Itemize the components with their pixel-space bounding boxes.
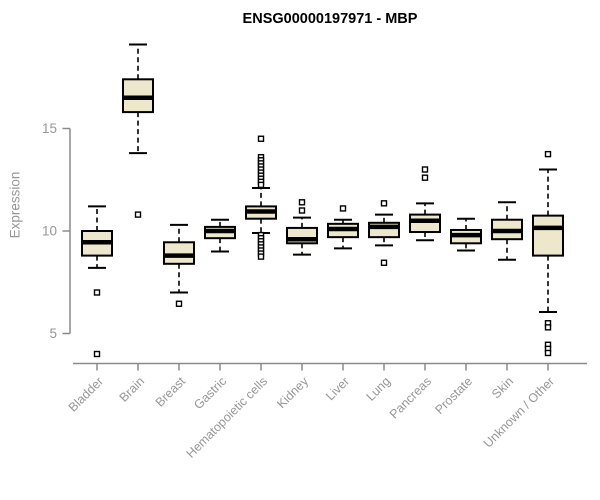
- outlier-point: [175, 300, 183, 307]
- box-group-gastric: [204, 218, 236, 253]
- x-tick-label: Prostate: [432, 374, 475, 417]
- y-axis-label: Expression: [7, 171, 23, 239]
- x-tick-label: Pancreas: [387, 374, 434, 421]
- x-tick-label: Gastric: [191, 374, 229, 412]
- y-tick-label: 5: [49, 326, 57, 341]
- box-group-unknown-other: [532, 150, 564, 357]
- x-tick-label: Kidney: [274, 374, 311, 411]
- outlier-point: [257, 253, 265, 260]
- outlier-point: [134, 211, 142, 218]
- outlier-point: [339, 205, 347, 212]
- y-tick-label: 10: [42, 224, 57, 239]
- outlier-point: [421, 174, 429, 181]
- outlier-point: [257, 181, 265, 189]
- x-tick-label: Liver: [323, 374, 352, 403]
- iqr-box: [409, 213, 441, 234]
- outlier-point: [257, 135, 265, 142]
- iqr-box: [532, 214, 564, 257]
- x-tick-label: Unknown / Other: [481, 374, 557, 450]
- x-tick-label: Lung: [364, 374, 394, 404]
- box-group-liver: [327, 205, 359, 250]
- outlier-point: [93, 289, 101, 296]
- outlier-point: [298, 199, 306, 206]
- y-tick-label: 15: [42, 121, 57, 136]
- box-group-kidney: [286, 199, 318, 256]
- box-group-breast: [163, 223, 195, 307]
- box-group-hematopoietic-cells: [245, 135, 277, 260]
- axes-group: 5 10 15 Bladder Brain Breast GastricHematopoie…: [42, 121, 587, 461]
- x-tick-label: Breast: [153, 374, 189, 410]
- outlier-point: [544, 349, 552, 357]
- box-group-pancreas: [409, 166, 441, 242]
- box-group-prostate: [450, 217, 482, 252]
- outlier-point: [421, 166, 429, 173]
- outlier-point: [544, 150, 552, 158]
- outlier-point: [544, 324, 552, 331]
- outlier-point: [298, 207, 306, 214]
- box-group-bladder: [81, 205, 113, 358]
- iqr-box: [163, 241, 195, 265]
- outlier-point: [93, 350, 101, 358]
- box-group-lung: [368, 200, 400, 266]
- x-tick-label: Bladder: [66, 374, 106, 414]
- outlier-point: [380, 200, 388, 207]
- outlier-point: [380, 259, 388, 266]
- box-group-brain: [122, 43, 154, 218]
- x-tick-label: Hematopoietic cells: [184, 374, 271, 461]
- x-tick-label: Skin: [489, 374, 516, 401]
- x-tick-label: Brain: [117, 374, 148, 405]
- chart-title: ENSG00000197971 - MBP: [242, 11, 418, 27]
- box-group-skin: [491, 201, 523, 261]
